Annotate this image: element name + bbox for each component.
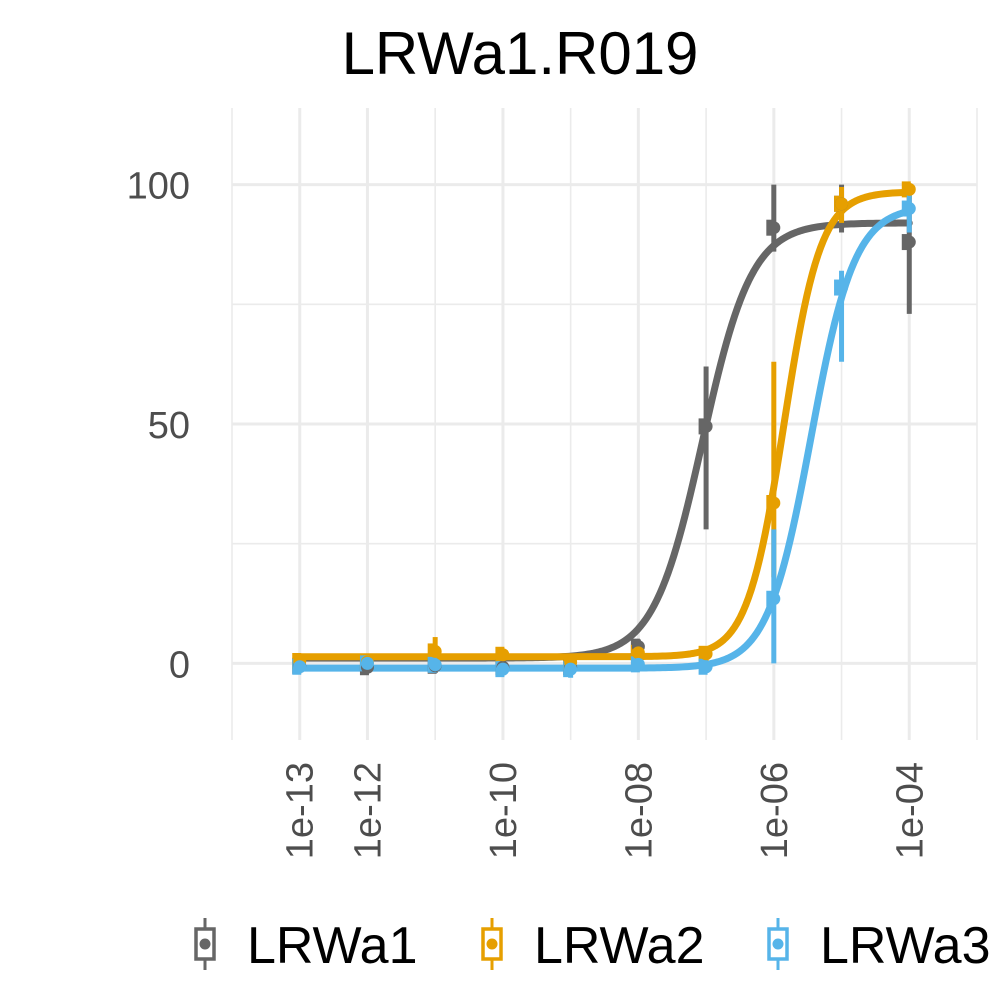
legend-key-point xyxy=(772,938,784,950)
data-point-lrwa3 xyxy=(496,662,510,676)
data-point-lrwa3 xyxy=(428,658,442,672)
data-point-lrwa3 xyxy=(631,657,645,671)
legend-label-lrwa3: LRWa3 xyxy=(820,917,991,975)
y-tick-label: 100 xyxy=(127,166,190,208)
x-tick-label: 1e-13 xyxy=(280,762,322,859)
legend-key-lrwa2 xyxy=(481,918,503,970)
x-tick-label: 1e-06 xyxy=(754,762,796,859)
y-tick-label: 50 xyxy=(148,405,190,447)
data-point-lrwa2 xyxy=(496,648,510,662)
data-point-lrwa3 xyxy=(902,202,916,216)
data-point-lrwa2 xyxy=(631,646,645,660)
data-point-lrwa3 xyxy=(360,656,374,670)
data-point-lrwa3 xyxy=(564,662,578,676)
data-point-lrwa3 xyxy=(767,592,781,606)
data-point-lrwa1 xyxy=(699,419,713,433)
data-point-lrwa2 xyxy=(767,496,781,510)
legend: LRWa1 LRWa2 LRWa3 xyxy=(194,917,991,975)
x-tick-label: 1e-12 xyxy=(347,762,389,859)
x-axis-ticks: 1e-13 1e-12 1e-10 1e-08 1e-06 1e-04 xyxy=(280,762,932,859)
legend-label-lrwa2: LRWa2 xyxy=(534,917,705,975)
data-point-lrwa2 xyxy=(699,647,713,661)
y-tick-label: 0 xyxy=(169,644,190,686)
x-tick-label: 1e-10 xyxy=(483,762,525,859)
data-point-lrwa1 xyxy=(902,235,916,249)
grid xyxy=(231,108,978,740)
data-point-lrwa3 xyxy=(699,660,713,674)
chart-title: LRWa1.R019 xyxy=(342,20,699,87)
data-point-lrwa1 xyxy=(767,221,781,235)
legend-key-lrwa1 xyxy=(194,918,216,970)
fit-curves xyxy=(296,188,913,672)
legend-label-lrwa1: LRWa1 xyxy=(247,917,418,975)
legend-key-point xyxy=(486,938,498,950)
data-point-lrwa3 xyxy=(293,660,307,674)
data-point-lrwa3 xyxy=(835,281,849,295)
fit-curve-lrwa3 xyxy=(296,207,913,672)
legend-key-point xyxy=(199,938,211,950)
legend-key-lrwa3 xyxy=(767,918,789,970)
data-point-lrwa2 xyxy=(428,644,442,658)
x-tick-label: 1e-08 xyxy=(618,762,660,859)
y-axis-ticks: 0 50 100 xyxy=(127,166,190,687)
data-points xyxy=(293,182,916,676)
fit-curve-lrwa1 xyxy=(296,219,913,662)
data-point-lrwa2 xyxy=(902,182,916,196)
fit-curve-lrwa2 xyxy=(296,188,913,661)
x-tick-label: 1e-04 xyxy=(889,762,931,859)
data-point-lrwa2 xyxy=(835,197,849,211)
